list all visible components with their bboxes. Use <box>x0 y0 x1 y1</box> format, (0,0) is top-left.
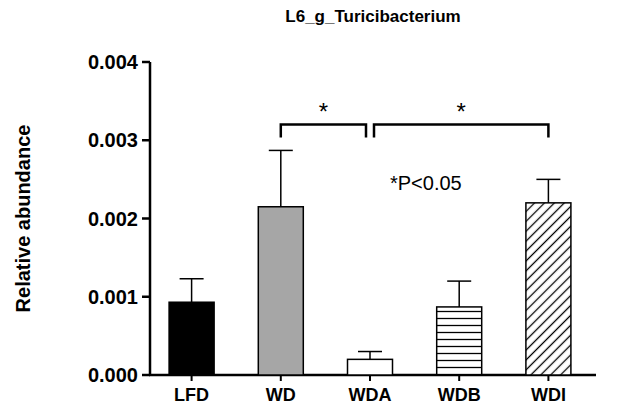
error-stem <box>369 352 371 360</box>
x-tick <box>280 375 282 381</box>
bar-bg <box>258 207 303 375</box>
bar <box>437 307 482 375</box>
bar-bg <box>437 307 482 375</box>
y-tick <box>142 139 150 142</box>
bar <box>169 302 214 375</box>
chart: L6_g_Turicibacterium Relative abundance 0.… <box>0 0 628 417</box>
y-tick-label: 0.004 <box>88 51 139 73</box>
error-stem <box>280 150 282 206</box>
error-bar <box>358 352 382 360</box>
bar <box>258 207 303 375</box>
x-tick-label: WD <box>266 385 296 405</box>
bracket-line <box>281 124 366 137</box>
y-tick-label: 0.001 <box>88 286 138 308</box>
y-tick-label: 0.003 <box>88 129 138 151</box>
y-tick-label: 0.002 <box>88 208 138 230</box>
error-cap <box>180 278 204 280</box>
error-bar <box>447 281 471 307</box>
x-tick <box>191 375 193 381</box>
x-tick <box>369 375 371 381</box>
x-tick-label: WDA <box>349 385 392 405</box>
bar-bg <box>169 302 214 375</box>
title: L6_g_Turicibacterium <box>285 7 460 26</box>
error-bar <box>180 279 204 302</box>
bar-bg <box>348 359 393 375</box>
x-tick <box>547 375 549 381</box>
significance-bracket: * <box>374 98 548 137</box>
y-tick-label: 0.000 <box>88 364 138 386</box>
x-tick-label: LFD <box>174 385 209 405</box>
error-bar <box>536 179 560 202</box>
error-stem <box>191 279 193 302</box>
significance-bracket: * <box>281 98 366 137</box>
significance-label: * <box>319 98 328 125</box>
error-cap <box>269 150 293 152</box>
annotation: *P<0.05 <box>390 172 462 194</box>
significance-label: * <box>457 98 466 125</box>
page: {"chart_data": {"type": "bar", "title": … <box>0 0 628 417</box>
bars <box>169 150 571 375</box>
error-stem <box>548 179 550 202</box>
y-tick <box>142 296 150 299</box>
error-stem <box>458 281 460 307</box>
error-bar <box>269 150 293 206</box>
bracket-line <box>374 124 548 137</box>
y-tick <box>142 374 150 377</box>
error-cap <box>358 351 382 353</box>
y-tick <box>142 217 150 220</box>
y-tick <box>142 61 150 64</box>
x-tick <box>458 375 460 381</box>
error-cap <box>447 280 471 282</box>
bar-bg <box>526 203 571 375</box>
error-cap <box>536 179 560 181</box>
bar <box>348 359 393 375</box>
x-tick-label: WDB <box>438 385 481 405</box>
y-label: Relative abundance <box>12 125 34 313</box>
bar <box>526 203 571 375</box>
x-tick-label: WDI <box>531 385 566 405</box>
